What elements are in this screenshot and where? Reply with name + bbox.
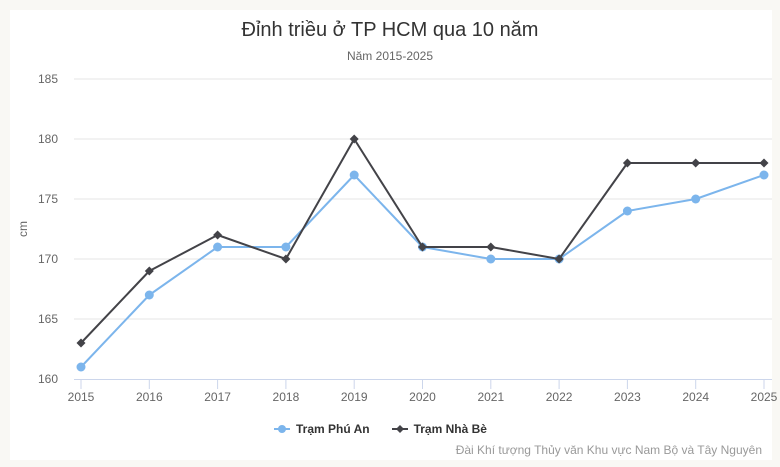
x-tick-label: 2019 (341, 390, 368, 404)
data-point-circle[interactable] (486, 254, 496, 264)
y-tick-label: 170 (38, 252, 58, 266)
x-tick-label: 2016 (136, 390, 163, 404)
data-point-diamond[interactable] (349, 134, 359, 144)
data-point-circle[interactable] (144, 290, 154, 300)
x-tick-label: 2024 (682, 390, 709, 404)
data-point-diamond[interactable] (622, 158, 632, 168)
legend-item-phu-an[interactable]: Trạm Phú An (274, 422, 370, 436)
series-trạm-nhà-bè (76, 134, 769, 348)
circle-marker-icon (274, 425, 290, 433)
data-point-circle[interactable] (281, 242, 291, 252)
y-tick-label: 165 (38, 312, 58, 326)
data-point-circle[interactable] (213, 242, 223, 252)
data-point-circle[interactable] (691, 194, 701, 204)
series-line (80, 138, 764, 344)
y-axis: 160 165 170 175 180 185 (38, 72, 58, 386)
data-point-circle[interactable] (76, 362, 86, 372)
x-tick-label: 2025 (751, 390, 778, 404)
x-tick-label: 2015 (68, 390, 95, 404)
data-point-diamond[interactable] (759, 158, 769, 168)
x-axis: 2015 2016 2017 2018 2019 2020 2021 2022 2023 2024… (68, 379, 778, 404)
x-tick-label: 2020 (409, 390, 436, 404)
legend-label: Trạm Nhà Bè (413, 422, 487, 436)
legend-item-nha-be[interactable]: Trạm Nhà Bè (391, 422, 487, 436)
x-tick-label: 2018 (273, 390, 300, 404)
chart-title: Đỉnh triều ở TP HCM qua 10 năm (241, 19, 539, 41)
data-point-diamond[interactable] (554, 254, 564, 264)
data-point-diamond[interactable] (213, 230, 223, 240)
data-point-diamond[interactable] (486, 242, 496, 252)
y-tick-label: 175 (38, 192, 58, 206)
x-tick-label: 2021 (477, 390, 504, 404)
x-tick-label: 2022 (546, 390, 573, 404)
credits-link[interactable]: Đài Khí tượng Thủy văn Khu vực Nam Bộ và… (455, 443, 762, 457)
data-point-circle[interactable] (759, 170, 769, 180)
gridlines (74, 78, 772, 320)
y-tick-label: 160 (38, 372, 58, 386)
chart-subtitle: Năm 2015-2025 (346, 49, 434, 63)
data-point-circle[interactable] (622, 206, 632, 216)
data-point-diamond[interactable] (144, 266, 154, 276)
y-tick-label: 180 (38, 132, 58, 146)
series-trạm-phú-an (76, 170, 769, 372)
x-tick-label: 2023 (614, 390, 641, 404)
data-point-diamond[interactable] (418, 242, 427, 252)
data-point-diamond[interactable] (76, 338, 86, 348)
y-axis-title: cm (16, 221, 30, 237)
diamond-marker-icon (391, 425, 408, 433)
chart-panel (10, 10, 772, 460)
legend: Trạm Phú An Trạm Nhà Bè (274, 422, 487, 436)
series-group (76, 134, 769, 372)
data-point-diamond[interactable] (691, 158, 701, 168)
data-point-circle[interactable] (349, 170, 359, 180)
legend-label: Trạm Phú An (296, 422, 370, 436)
x-tick-label: 2017 (204, 390, 231, 404)
y-tick-label: 185 (38, 72, 58, 86)
data-point-diamond[interactable] (281, 254, 291, 264)
series-line (80, 174, 765, 368)
